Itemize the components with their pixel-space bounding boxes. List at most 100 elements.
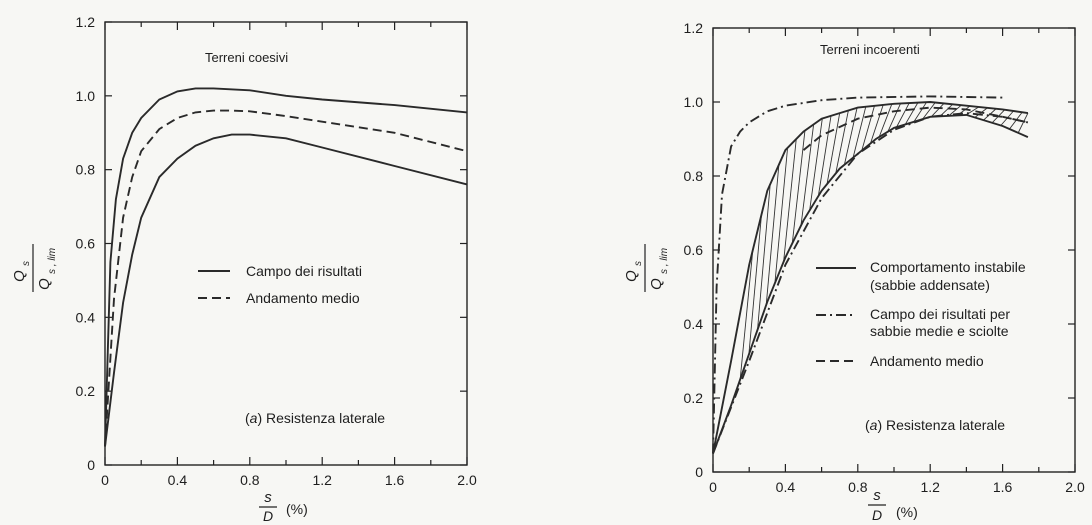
ylabel-numerator-subscript: s bbox=[633, 261, 644, 266]
hatch-line bbox=[948, 104, 962, 117]
x-tick-label: 1.6 bbox=[385, 472, 405, 488]
legend-label-andamento-medio: Andamento medio bbox=[246, 290, 360, 306]
legend-label-sabbie-medie-e-sciolte: sabbie medie e sciolte bbox=[870, 323, 1009, 339]
legend-coesivi: Campo dei risultati Andamento medio bbox=[198, 263, 362, 306]
x-tick-label: 0 bbox=[101, 472, 109, 488]
hatch-line bbox=[843, 107, 858, 165]
series-curve-dashdot bbox=[712, 95, 1003, 454]
xlabel-denominator: D bbox=[263, 508, 273, 524]
series-curve-solid bbox=[104, 87, 468, 447]
legend-incoerenti: Comportamento instabile (sabbie addensat… bbox=[816, 259, 1026, 369]
annotation-text: ) Resistenza laterale bbox=[877, 417, 1005, 433]
ylabel-denominator-subscript: s , lim bbox=[47, 248, 58, 274]
chart-incoerenti: 0 0.4 0.8 1.2 1.6 2.0 0 0.2 0.4 0.6 0.8 1.0 1.2 Terr… bbox=[623, 20, 1085, 523]
hatch-line bbox=[939, 103, 953, 117]
x-tick-label: 2.0 bbox=[1065, 479, 1085, 495]
xlabel-unit: (%) bbox=[286, 501, 308, 517]
hatch-line bbox=[870, 104, 884, 144]
xlabel-numerator: s bbox=[264, 489, 272, 506]
plot-area-coesivi: 0 0.4 0.8 1.2 1.6 2.0 0 0.2 0.4 0.6 0.8 1.0 1.2 bbox=[76, 14, 477, 488]
hatch-line bbox=[809, 118, 823, 211]
xlabel-incoerenti: s D (%) bbox=[868, 487, 918, 523]
y-tick-label: 1.0 bbox=[76, 88, 96, 104]
annotation-incoerenti: (a) Resistenza laterale bbox=[865, 417, 1005, 433]
series-curve-solid bbox=[712, 101, 1029, 454]
y-tick-label: 0.6 bbox=[76, 236, 96, 252]
legend-label-campo-dei-risultati: Campo dei risultati bbox=[246, 263, 362, 279]
annotation-prefix: ( bbox=[245, 410, 250, 426]
y-tick-label: 0.4 bbox=[684, 316, 704, 332]
x-tick-label: 1.6 bbox=[993, 479, 1013, 495]
hatch-line bbox=[861, 105, 875, 151]
hatch-line bbox=[887, 103, 901, 132]
ylabel-numerator-subscript: s bbox=[21, 261, 32, 266]
y-tick-label: 0.6 bbox=[684, 242, 704, 258]
plot-frame bbox=[712, 27, 1076, 473]
y-tick-label: 0.2 bbox=[76, 383, 96, 399]
hatch-line bbox=[878, 103, 893, 138]
series-curve-solid bbox=[104, 133, 468, 447]
x-tick-label: 0.8 bbox=[240, 472, 260, 488]
ylabel-denominator: Q bbox=[36, 278, 53, 290]
hatch-line bbox=[791, 130, 806, 244]
y-tick-label: 0.8 bbox=[76, 162, 96, 178]
hatch-line bbox=[913, 101, 927, 123]
x-tick-label: 1.2 bbox=[920, 479, 940, 495]
y-tick-label: 1.0 bbox=[684, 94, 704, 110]
hatch-line bbox=[765, 164, 780, 305]
x-tick-label: 2.0 bbox=[457, 472, 477, 488]
legend-label-andamento-medio: Andamento medio bbox=[870, 353, 984, 369]
y-tick-label: 0.8 bbox=[684, 168, 704, 184]
hatch-line bbox=[852, 106, 867, 158]
hatch-line bbox=[783, 138, 797, 262]
hatch-line bbox=[922, 102, 936, 120]
y-tick-label: 0.2 bbox=[684, 390, 704, 406]
xlabel-coesivi: s D (%) bbox=[259, 489, 308, 524]
hatch-line bbox=[1017, 112, 1029, 134]
chart-coesivi: 0 0.4 0.8 1.2 1.6 2.0 0 0.2 0.4 0.6 0.8 1.0 1.2 Terr… bbox=[11, 14, 477, 524]
x-tick-label: 1.2 bbox=[312, 472, 332, 488]
y-tick-label: 1.2 bbox=[76, 14, 96, 30]
x-tick-label: 0.4 bbox=[776, 479, 796, 495]
legend-label-comportamento-instabile: Comportamento instabile bbox=[870, 259, 1026, 275]
xlabel-denominator: D bbox=[872, 507, 882, 523]
annotation-letter: a bbox=[250, 410, 258, 426]
panel-title-incoerenti: Terreni incoerenti bbox=[820, 42, 920, 57]
ylabel-numerator: Q bbox=[623, 270, 640, 282]
hatch-line bbox=[904, 102, 919, 125]
hatch-line bbox=[835, 110, 849, 174]
x-tick-label: 0.4 bbox=[168, 472, 188, 488]
x-tick-label: 0.8 bbox=[848, 479, 868, 495]
hatch-line bbox=[817, 115, 832, 197]
annotation-text: ) Resistenza laterale bbox=[257, 410, 385, 426]
annotation-coesivi: (a) Resistenza laterale bbox=[245, 410, 385, 426]
xlabel-unit: (%) bbox=[896, 504, 918, 520]
y-tick-label: 1.2 bbox=[684, 20, 704, 36]
y-tick-label: 0.4 bbox=[76, 309, 96, 325]
hatch-line bbox=[930, 103, 945, 118]
ylabel-coesivi: Q s Q s , lim bbox=[11, 244, 58, 292]
x-tick-label: 0 bbox=[709, 479, 717, 495]
xlabel-numerator: s bbox=[873, 487, 881, 504]
hatch-line bbox=[739, 249, 754, 380]
ylabel-denominator: Q bbox=[648, 278, 665, 290]
series-curve-dashed bbox=[104, 109, 468, 447]
hatch-line bbox=[757, 184, 771, 330]
hatch-line bbox=[896, 102, 910, 128]
ylabel-denominator-subscript: s , lim bbox=[659, 248, 670, 274]
series-curve-solid bbox=[712, 113, 1029, 454]
plot-frame bbox=[104, 21, 468, 466]
ylabel-incoerenti: Q s Q s , lim bbox=[623, 244, 670, 292]
annotation-letter: a bbox=[870, 417, 878, 433]
hatch-line bbox=[800, 124, 815, 226]
y-tick-label: 0 bbox=[87, 457, 95, 473]
legend-label-campo-dei-risultati-per: Campo dei risultati per bbox=[870, 306, 1010, 322]
annotation-prefix: ( bbox=[865, 417, 870, 433]
y-tick-label: 0 bbox=[695, 464, 703, 480]
hatch-line bbox=[748, 214, 762, 355]
hatch-line bbox=[826, 113, 841, 185]
panel-title-coesivi: Terreni coesivi bbox=[205, 50, 288, 65]
ylabel-numerator: Q bbox=[11, 270, 28, 282]
legend-label-sabbie-addensate: (sabbie addensate) bbox=[870, 277, 990, 293]
hatch-line bbox=[774, 147, 789, 284]
